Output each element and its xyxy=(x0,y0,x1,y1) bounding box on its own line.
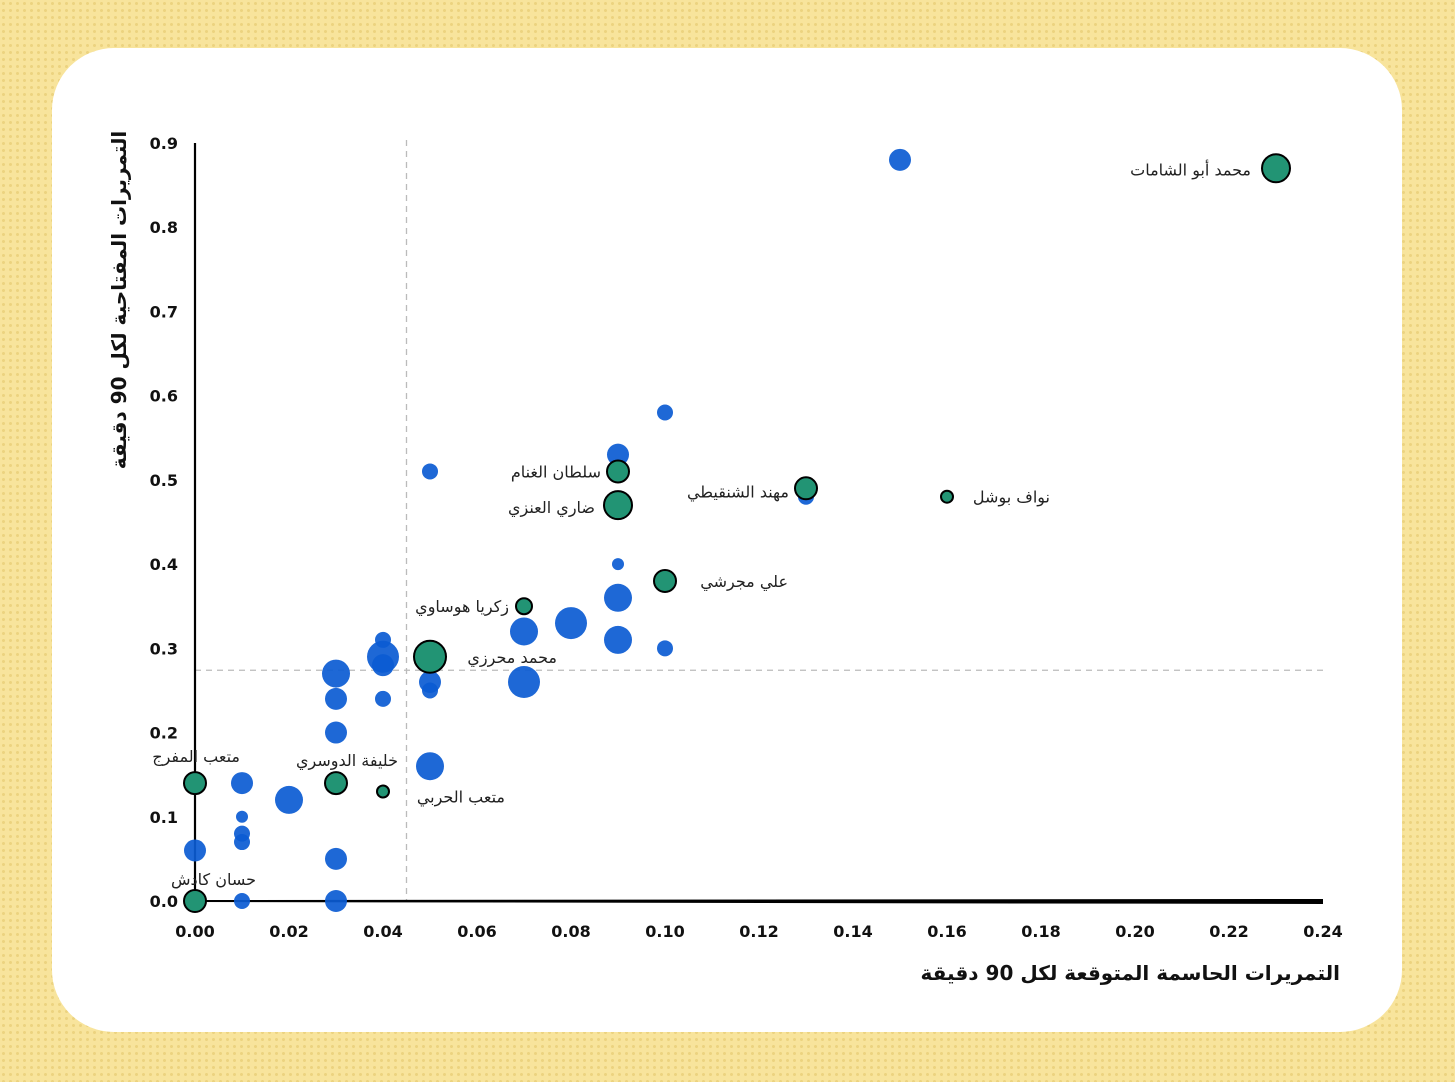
player-point[interactable] xyxy=(322,659,350,688)
player-point[interactable] xyxy=(325,890,347,912)
y-tick-label: 0.8 xyxy=(150,218,178,237)
y-tick-label: 0.6 xyxy=(150,387,178,406)
x-tick-label: 0.00 xyxy=(175,922,214,941)
x-tick-label: 0.06 xyxy=(457,922,496,941)
y-tick-label: 0.1 xyxy=(150,808,178,827)
x-tick-label: 0.16 xyxy=(927,922,966,941)
player-point[interactable] xyxy=(234,834,250,851)
player-label: نواف بوشل xyxy=(973,488,1050,508)
x-tick-label: 0.08 xyxy=(551,922,590,941)
player-point[interactable] xyxy=(372,654,394,677)
highlighted-player-point[interactable] xyxy=(376,784,390,799)
y-tick-label: 0.4 xyxy=(150,555,178,574)
y-tick-label: 0.2 xyxy=(150,724,178,743)
x-axis-title: التمريرات الحاسمة المتوقعة لكل 90 دقيقة xyxy=(921,961,1340,985)
player-point[interactable] xyxy=(184,839,206,862)
player-point[interactable] xyxy=(889,148,911,171)
player-point[interactable] xyxy=(375,690,391,707)
x-tick-label: 0.04 xyxy=(363,922,402,941)
player-point[interactable] xyxy=(422,682,438,699)
player-label: محمد محرزي xyxy=(467,648,557,668)
highlighted-player-point[interactable] xyxy=(183,771,207,796)
player-point[interactable] xyxy=(657,640,673,657)
highlighted-player-point[interactable] xyxy=(1261,153,1291,184)
y-tick-label: 0.5 xyxy=(150,471,178,490)
x-tick-label: 0.20 xyxy=(1115,922,1154,941)
player-point[interactable] xyxy=(657,404,673,421)
y-tick-label: 0.0 xyxy=(150,892,178,911)
y-tick-label: 0.7 xyxy=(150,302,178,321)
player-point[interactable] xyxy=(604,583,632,612)
player-label: زكريا هوساوي xyxy=(415,597,509,617)
player-point[interactable] xyxy=(275,785,303,814)
player-point[interactable] xyxy=(236,810,248,823)
x-tick-label: 0.14 xyxy=(833,922,872,941)
x-axis-line xyxy=(195,899,1323,904)
player-label: مهند الشنقيطي xyxy=(687,482,789,502)
player-label: سلطان الغنام xyxy=(511,462,601,481)
player-point[interactable] xyxy=(325,847,347,870)
chart-card xyxy=(52,48,1402,1032)
player-point[interactable] xyxy=(604,625,632,654)
player-point[interactable] xyxy=(612,558,624,571)
player-label: محمد أبو الشامات xyxy=(1130,159,1251,180)
highlighted-player-point[interactable] xyxy=(515,597,533,616)
player-label: ضاري العنزي xyxy=(508,498,595,518)
highlighted-player-point[interactable] xyxy=(606,459,630,484)
player-point[interactable] xyxy=(607,443,629,466)
x-tick-label: 0.24 xyxy=(1303,922,1342,941)
player-point[interactable] xyxy=(416,752,444,781)
player-point[interactable] xyxy=(555,607,587,640)
y-tick-label: 0.3 xyxy=(150,639,178,658)
player-label: حسان كادش xyxy=(171,870,256,889)
player-point[interactable] xyxy=(422,463,438,480)
player-point[interactable] xyxy=(231,772,253,795)
x-tick-label: 0.22 xyxy=(1209,922,1248,941)
player-label: متعب المفرج xyxy=(152,747,240,767)
player-point[interactable] xyxy=(234,893,250,909)
highlighted-player-point[interactable] xyxy=(794,476,818,501)
highlighted-player-point[interactable] xyxy=(940,489,954,504)
x-tick-label: 0.10 xyxy=(645,922,684,941)
highlighted-player-point[interactable] xyxy=(603,490,633,521)
player-point[interactable] xyxy=(508,666,540,699)
x-tick-label: 0.18 xyxy=(1021,922,1060,941)
player-label: علي مجرشي xyxy=(700,572,788,592)
player-point[interactable] xyxy=(510,617,538,646)
highlighted-player-point[interactable] xyxy=(183,889,207,913)
player-point[interactable] xyxy=(325,687,347,710)
y-tick-label: 0.9 xyxy=(150,134,178,153)
player-label: خليفة الدوسري xyxy=(296,751,398,771)
x-tick-label: 0.12 xyxy=(739,922,778,941)
highlighted-player-point[interactable] xyxy=(324,771,348,796)
player-point[interactable] xyxy=(325,721,347,744)
highlighted-player-point[interactable] xyxy=(413,639,447,674)
player-label: متعب الحربي xyxy=(417,788,505,808)
highlighted-player-point[interactable] xyxy=(653,568,677,593)
x-tick-label: 0.02 xyxy=(269,922,308,941)
y-axis-title: التمريرات المفتاحية لكل 90 دقيقة xyxy=(107,131,131,470)
